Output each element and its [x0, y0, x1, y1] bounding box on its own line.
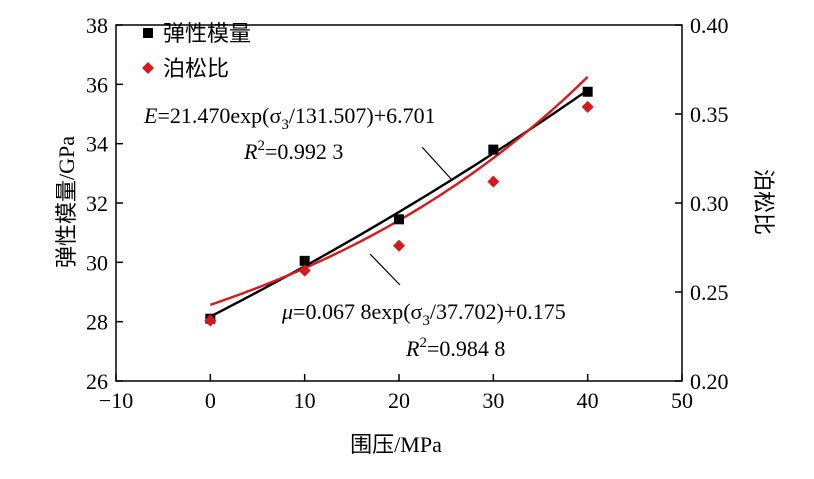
x-axis-ticks: −10 0 10 20 30 40 50: [99, 374, 693, 413]
equation-modulus-r2: R2=0.992 3: [243, 138, 343, 164]
x-axis-title: 围压/MPa: [350, 432, 442, 457]
left-y-tick-label: 34: [86, 132, 108, 157]
point-poisson: [204, 314, 217, 327]
point-poisson: [581, 100, 594, 113]
right-y-axis-title: 泊松比: [751, 169, 776, 235]
equation-modulus-leader: [421, 146, 453, 181]
x-tick-label: 40: [577, 388, 599, 413]
left-y-axis-title: 弹性模量/GPa: [54, 136, 79, 268]
right-y-tick-label: 0.40: [690, 13, 729, 38]
left-y-tick-label: 38: [86, 13, 108, 38]
x-tick-label: 30: [482, 388, 504, 413]
right-y-axis-ticks: 0.20 0.25 0.30 0.35 0.40: [675, 13, 729, 394]
equation-poisson-leader: [369, 253, 401, 286]
legend-label-modulus: 弹性模量: [163, 21, 251, 46]
right-y-tick-label: 0.30: [690, 191, 729, 216]
point-poisson: [487, 175, 500, 188]
left-y-tick-label: 26: [86, 369, 108, 394]
equation-poisson-r2: R2=0.984 8: [405, 335, 505, 361]
left-y-tick-label: 30: [86, 250, 108, 275]
legend: 弹性模量 泊松比: [142, 21, 251, 81]
point-poisson: [298, 264, 311, 277]
equation-modulus-fit: E=21.470exp(σ3/131.507)+6.701: [143, 103, 436, 133]
x-tick-label: −10: [99, 388, 133, 413]
equation-modulus: E=21.470exp(σ3/131.507)+6.701 R2=0.992 3: [143, 103, 453, 181]
equation-poisson: μ=0.067 8exp(σ3/37.702)+0.175 R2=0.984 8: [281, 253, 566, 361]
point-modulus: [488, 144, 499, 155]
data-markers: [204, 86, 594, 327]
legend-label-poisson: 泊松比: [163, 56, 229, 81]
right-y-tick-label: 0.35: [690, 102, 729, 127]
point-poisson: [393, 239, 405, 252]
equation-poisson-fit: μ=0.067 8exp(σ3/37.702)+0.175: [281, 299, 566, 329]
right-y-tick-label: 0.25: [690, 280, 729, 305]
x-tick-label: 20: [388, 388, 410, 413]
point-modulus: [299, 255, 310, 266]
left-y-tick-label: 36: [86, 72, 108, 97]
legend-marker-poisson: [142, 62, 154, 74]
x-tick-label: 10: [294, 388, 316, 413]
x-tick-label: 0: [205, 388, 216, 413]
point-modulus: [582, 86, 593, 97]
left-y-tick-label: 28: [86, 310, 108, 335]
left-y-tick-label: 32: [86, 191, 108, 216]
x-tick-label: 50: [671, 388, 693, 413]
legend-marker-modulus: [143, 28, 153, 38]
left-y-axis-ticks: 26 28 30 32 34 36 38: [86, 13, 123, 394]
right-y-tick-label: 0.20: [690, 369, 729, 394]
point-modulus: [394, 214, 404, 225]
